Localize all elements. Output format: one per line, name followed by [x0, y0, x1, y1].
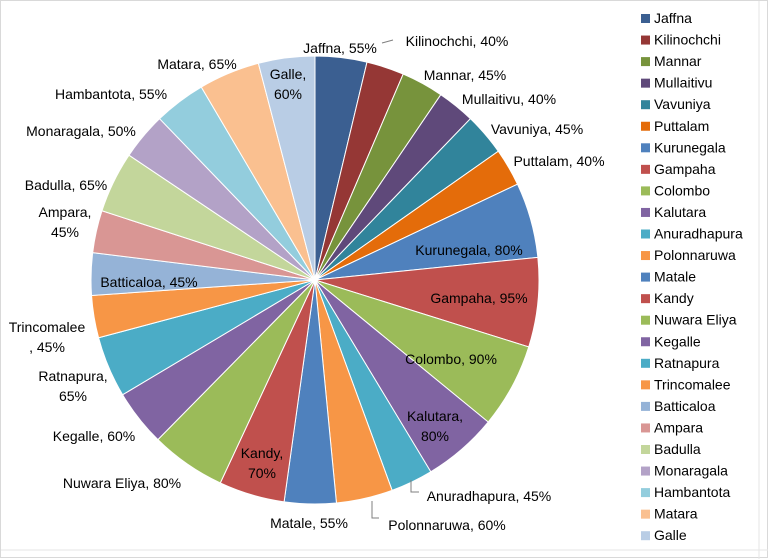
- legend-label-hambantota: Hambantota: [654, 484, 730, 500]
- data-label-kegalle: Kegalle, 60%: [53, 428, 136, 444]
- leader-lines: [371, 39, 419, 519]
- legend-label-anuradhapura: Anuradhapura: [654, 226, 743, 242]
- data-label-galle: Galle, 60%: [270, 66, 307, 102]
- legend-swatch-monaragala: [641, 466, 650, 476]
- legend-swatch-colombo: [641, 186, 650, 196]
- legend-label-colombo: Colombo: [654, 182, 710, 198]
- legend-swatch-kurunegala: [641, 143, 650, 153]
- legend-swatch-hambantota: [641, 488, 650, 498]
- legend-swatch-kegalle: [641, 337, 650, 347]
- data-label-monaragala: Monaragala, 50%: [26, 123, 136, 139]
- legend-swatch-anuradhapura: [641, 229, 650, 239]
- legend-label-gampaha: Gampaha: [654, 161, 716, 177]
- legend-label-ampara: Ampara: [654, 419, 703, 435]
- data-label-gampaha: Gampaha, 95%: [430, 290, 527, 306]
- legend-label-kalutara: Kalutara: [654, 204, 706, 220]
- data-label-mannar: Mannar, 45%: [424, 67, 507, 83]
- legend-swatch-gampaha: [641, 164, 650, 174]
- legend-swatch-trincomalee: [641, 380, 650, 390]
- legend-swatch-polonnaruwa: [641, 251, 650, 261]
- legend-label-matale: Matale: [654, 269, 696, 285]
- data-label-vavuniya: Vavuniya, 45%: [491, 121, 583, 137]
- legend-label-mullaitivu: Mullaitivu: [654, 75, 712, 91]
- legend-label-ratnapura: Ratnapura: [654, 355, 720, 371]
- data-label-badulla: Badulla, 65%: [25, 177, 108, 193]
- data-label-anuradhapura: Anuradhapura, 45%: [427, 488, 552, 504]
- leader-line-kilinochchi: [381, 39, 394, 44]
- legend-swatch-matale: [641, 272, 650, 282]
- leader-line-polonnaruwa: [371, 501, 379, 519]
- data-label-hambantota: Hambantota, 55%: [55, 86, 167, 102]
- data-label-kurunegala: Kurunegala, 80%: [415, 242, 522, 258]
- legend-label-kurunegala: Kurunegala: [654, 139, 726, 155]
- legend-swatch-kilinochchi: [641, 35, 650, 45]
- leader-line-anuradhapura: [410, 480, 419, 493]
- data-labels: Jaffna, 55% Kilinochchi, 40% Mannar, 45% Mu…: [9, 33, 605, 533]
- data-label-jaffna: Jaffna, 55%: [303, 40, 377, 56]
- legend-swatch-mannar: [641, 57, 650, 67]
- data-label-polonnaruwa: Polonnaruwa, 60%: [388, 517, 506, 533]
- legend-swatch-puttalam: [641, 121, 650, 131]
- legend: Jaffna Kilinochchi Mannar Mullaitivu Vavuniy…: [641, 10, 743, 543]
- data-label-trincomalee: Trincomalee, 45%: [9, 319, 86, 355]
- legend-label-trincomalee: Trincomalee: [654, 376, 731, 392]
- data-label-batticaloa: Batticaloa, 45%: [100, 274, 197, 290]
- data-label-mullaitivu: Mullaitivu, 40%: [462, 91, 556, 107]
- legend-label-kandy: Kandy: [654, 290, 694, 306]
- legend-label-galle: Galle: [654, 527, 687, 543]
- legend-label-monaragala: Monaragala: [654, 463, 728, 479]
- legend-label-puttalam: Puttalam: [654, 118, 709, 134]
- data-label-matale: Matale, 55%: [270, 515, 348, 531]
- data-label-nuwara-eliya: Nuwara Eliya, 80%: [63, 475, 181, 491]
- legend-label-kegalle: Kegalle: [654, 333, 701, 349]
- legend-label-mannar: Mannar: [654, 53, 702, 69]
- legend-swatch-ratnapura: [641, 358, 650, 368]
- pie-slices: [90, 55, 540, 505]
- legend-swatch-ampara: [641, 423, 650, 433]
- legend-label-vavuniya: Vavuniya: [654, 96, 711, 112]
- legend-swatch-mullaitivu: [641, 78, 650, 88]
- legend-swatch-badulla: [641, 445, 650, 454]
- legend-swatch-batticaloa: [641, 401, 650, 411]
- legend-label-matara: Matara: [654, 506, 698, 522]
- legend-swatch-kalutara: [641, 207, 650, 217]
- legend-swatch-nuwara-eliya: [641, 315, 650, 325]
- data-label-colombo: Colombo, 90%: [405, 351, 497, 367]
- legend-swatch-jaffna: [641, 14, 650, 23]
- data-label-kalutara: Kalutara, 80%: [407, 408, 463, 444]
- legend-swatch-vavuniya: [641, 100, 650, 110]
- data-label-kilinochchi: Kilinochchi, 40%: [406, 33, 509, 49]
- legend-label-nuwara-eliya: Nuwara Eliya: [654, 312, 737, 328]
- data-label-puttalam: Puttalam, 40%: [513, 153, 604, 169]
- data-label-ratnapura: Ratnapura, 65%: [38, 368, 107, 404]
- legend-label-badulla: Badulla: [654, 441, 701, 457]
- data-label-matara: Matara, 65%: [157, 56, 236, 72]
- data-label-ampara: Ampara, 45%: [39, 204, 92, 240]
- legend-swatch-kandy: [641, 294, 650, 304]
- legend-label-polonnaruwa: Polonnaruwa: [654, 247, 736, 263]
- legend-swatch-galle: [641, 531, 650, 541]
- legend-label-jaffna: Jaffna: [654, 10, 692, 26]
- data-label-kandy: Kandy, 70%: [241, 445, 284, 481]
- legend-label-kilinochchi: Kilinochchi: [654, 32, 721, 48]
- legend-label-batticaloa: Batticaloa: [654, 398, 716, 414]
- pie-slice-galle: [257, 55, 316, 281]
- legend-swatch-matara: [641, 509, 650, 519]
